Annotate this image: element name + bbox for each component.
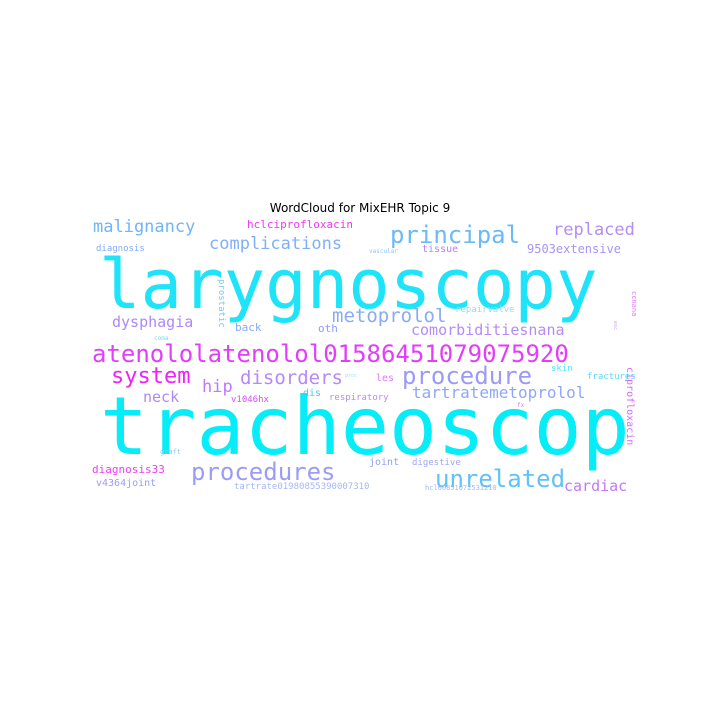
word-tracheoscop: tracheoscop: [100, 380, 630, 473]
chart-title: WordCloud for MixEHR Topic 9: [269, 201, 451, 215]
word-repairvalve: repairvalve: [455, 305, 515, 315]
word-complications: complications: [209, 234, 343, 254]
word-hclciprofloxacin: hclciprofloxacin: [247, 218, 353, 231]
word-unrelated: unrelated: [435, 465, 566, 493]
word-larygnoscopy: larygnoscopy: [99, 245, 598, 325]
word-fractures: fractures: [587, 372, 636, 382]
word-hcl-number: hcl00851072531210: [425, 484, 497, 492]
word-v1046hx: v1046hx: [231, 395, 269, 405]
word-tissue: tissue: [422, 244, 459, 255]
word-atenolol: atenololatenolol01586451079075920: [92, 340, 569, 368]
word-respiratory: respiratory: [329, 393, 389, 403]
word-cloud: larygnoscopy tracheoscop atenololatenolo…: [92, 217, 647, 495]
word-esc: esc: [612, 321, 618, 331]
word-disorders: disorders: [240, 367, 343, 389]
word-procedure: procedure: [402, 362, 533, 390]
word-metoprolol: metoprolol: [332, 305, 447, 327]
word-diagnosis33: diagnosis33: [92, 463, 165, 476]
word-cardiac: cardiac: [564, 477, 628, 495]
word-malignancy: malignancy: [93, 217, 196, 237]
word-dis: dis: [303, 388, 322, 399]
word-back: back: [235, 321, 262, 334]
word-skin: skin: [551, 364, 573, 374]
word-les: les: [376, 373, 395, 384]
word-comorbiditiesnana: comorbiditiesnana: [411, 321, 565, 339]
word-hip: hip: [202, 377, 233, 397]
word-ccnana: ccnana: [630, 291, 638, 317]
word-coma: coma: [154, 335, 169, 342]
word-vascular: vascular: [369, 248, 398, 255]
word-principal: principal: [390, 221, 521, 249]
word-replaced: replaced: [553, 220, 635, 240]
word-oth: oth: [318, 322, 338, 335]
word-neck: neck: [143, 388, 180, 406]
word-v4364joint: v4364joint: [96, 478, 157, 489]
word-graft: graft: [160, 448, 182, 456]
word-diagnosis: diagnosis: [96, 244, 145, 254]
word-ciprofloxacin: ciprofloxacin: [624, 367, 635, 446]
word-tartratemetoprolol: tartratemetoprolol: [412, 383, 586, 402]
word-joint: joint: [369, 457, 400, 468]
word-procedures: procedures: [191, 458, 336, 486]
word-fx: fx: [517, 402, 525, 409]
word-9503extensive: 9503extensive: [527, 242, 621, 256]
word-tartrate-number: tartrate01980855390007310: [234, 482, 370, 492]
word-prostatic: prostatic: [216, 279, 226, 328]
word-system: system: [111, 364, 191, 389]
word-digestive: digestive: [412, 458, 461, 468]
word-proc: proc: [345, 373, 358, 379]
word-dysphagia: dysphagia: [112, 313, 194, 331]
